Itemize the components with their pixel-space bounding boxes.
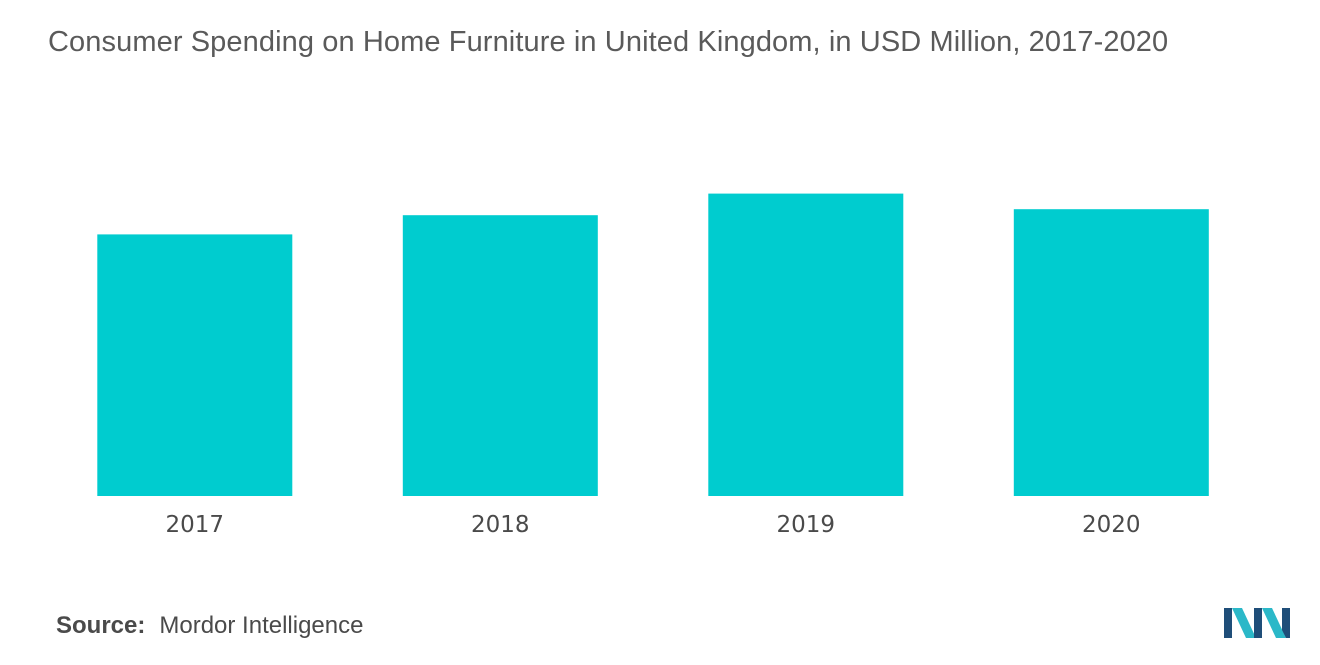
bar-2017	[97, 234, 293, 496]
chart-title: Consumer Spending on Home Furniture in U…	[48, 26, 1169, 58]
source-label: Source:	[56, 612, 146, 639]
x-tick-label-2020: 2020	[1082, 512, 1141, 538]
bar-2019	[708, 193, 904, 496]
logo-shape-mid	[1254, 608, 1262, 638]
bar-chart: 2017 2018 2019 2020	[97, 193, 1209, 538]
source-note: Source: Mordor Intelligence	[56, 612, 363, 640]
mordor-intelligence-logo-icon	[1224, 608, 1290, 638]
logo-shape-diag-2	[1262, 608, 1286, 638]
source-value: Mordor Intelligence	[159, 612, 364, 639]
tick-labels-layer: 2017 2018 2019 2020	[166, 512, 1141, 538]
x-tick-label-2019: 2019	[777, 512, 836, 538]
logo-shape-diag-1	[1232, 608, 1256, 638]
bars-layer	[97, 193, 1209, 496]
logo-shape-right	[1282, 608, 1290, 638]
bar-2018	[402, 215, 598, 496]
logo-shape-left	[1224, 608, 1232, 638]
bar-2020	[1013, 209, 1209, 496]
x-tick-label-2017: 2017	[166, 512, 225, 538]
x-tick-label-2018: 2018	[471, 512, 530, 538]
